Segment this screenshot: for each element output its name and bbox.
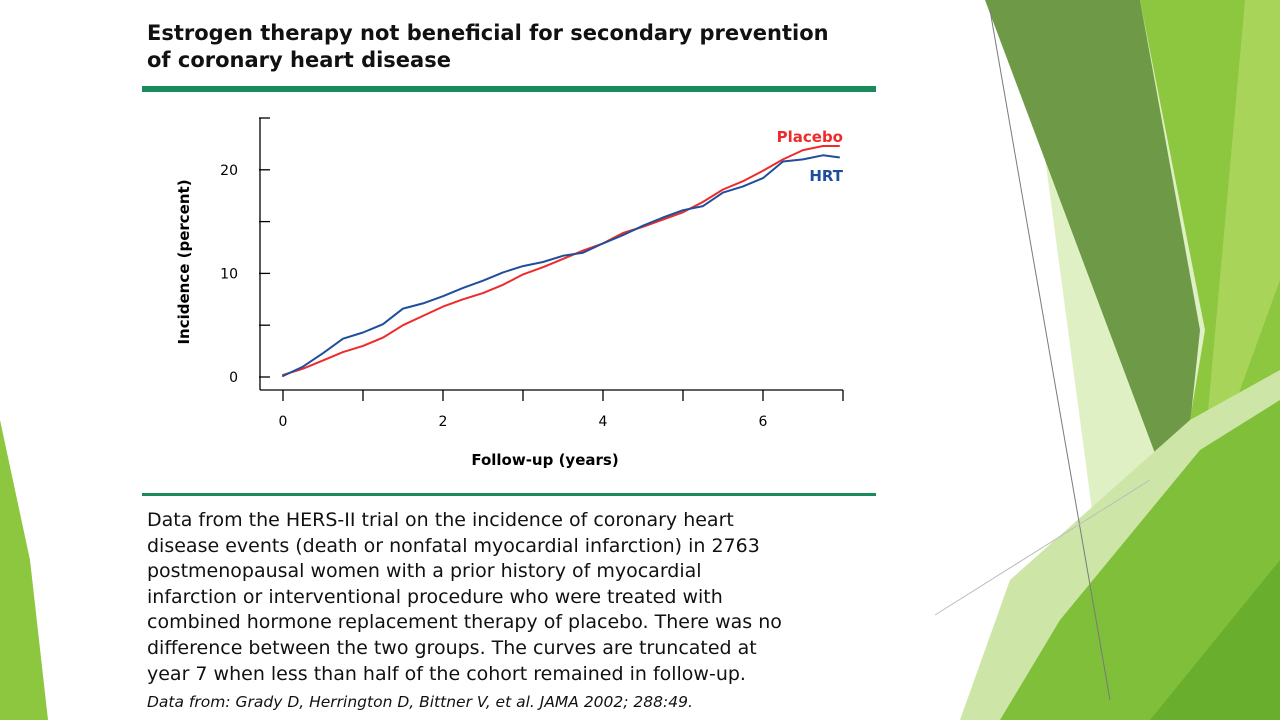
left-edge-green-shape — [0, 420, 48, 720]
figure-caption: Data from the HERS-II trial on the incid… — [147, 508, 867, 687]
bottom-facet-deep — [1150, 560, 1280, 720]
x-tick-label: 4 — [599, 414, 608, 430]
y-tick-label: 20 — [220, 163, 238, 179]
caption-line-5: combined hormone replacement therapy of … — [147, 611, 782, 634]
caption-line-6: difference between the two groups. The c… — [147, 636, 757, 659]
source-citation: Data from: Grady D, Herrington D, Bittne… — [147, 693, 693, 711]
caption-line-7: year 7 when less than half of the cohort… — [147, 662, 746, 685]
series-label-placebo: Placebo — [777, 128, 843, 146]
chart-series — [282, 145, 840, 377]
series-line-placebo — [282, 145, 840, 376]
top-divider — [142, 86, 876, 92]
y-tick-label: 0 — [229, 370, 238, 386]
y-tick-label: 10 — [220, 266, 238, 282]
caption-line-3: postmenopausal women with a prior histor… — [147, 560, 702, 583]
caption-line-1: Data from the HERS-II trial on the incid… — [147, 509, 734, 531]
right-facet-dark — [985, 0, 1200, 520]
decor-thin-line-1 — [989, 9, 1111, 701]
series-label-hrt: HRT — [809, 167, 843, 185]
x-axis-title: Follow-up (years) — [471, 451, 618, 469]
figure-title-line-1: Estrogen therapy not beneficial for seco… — [147, 21, 829, 45]
y-axis-title: Incidence (percent) — [175, 179, 193, 344]
x-tick-label: 2 — [439, 414, 448, 430]
x-tick-label: 6 — [759, 414, 768, 430]
bottom-facet-green — [1000, 400, 1280, 720]
chart-axes: 0 10 20 0 2 4 6 — [220, 117, 844, 430]
caption-line-2: disease events (death or nonfatal myocar… — [147, 534, 760, 557]
caption-line-4: infarction or interventional procedure w… — [147, 585, 723, 608]
bottom-divider — [142, 493, 876, 496]
series-line-hrt — [282, 154, 840, 377]
right-facet-bright — [1200, 0, 1280, 500]
figure-title-line-2: of coronary heart disease — [147, 48, 451, 72]
decor-thin-line-2 — [934, 479, 1151, 616]
x-tick-label: 0 — [279, 414, 288, 430]
figure-title: Estrogen therapy not beneficial for seco… — [147, 20, 867, 74]
